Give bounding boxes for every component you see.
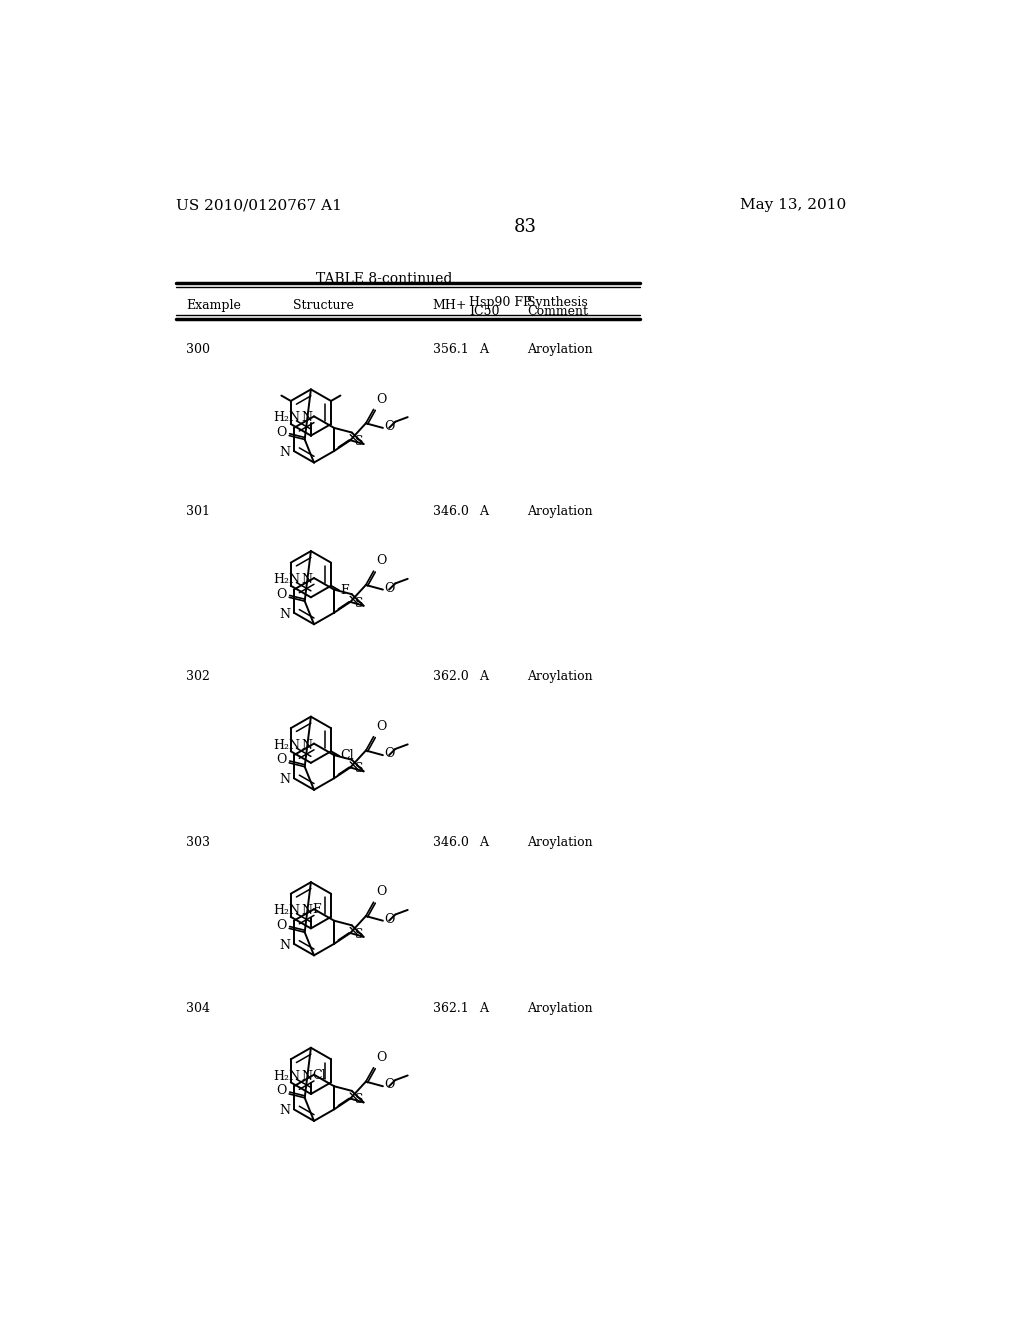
Text: 302: 302 bbox=[186, 671, 210, 684]
Text: IC50: IC50 bbox=[469, 305, 500, 318]
Text: 346.0: 346.0 bbox=[432, 506, 468, 517]
Text: A: A bbox=[479, 836, 488, 849]
Text: Aroylation: Aroylation bbox=[527, 836, 593, 849]
Text: A: A bbox=[479, 506, 488, 517]
Text: S: S bbox=[355, 597, 364, 610]
Text: 83: 83 bbox=[513, 218, 537, 236]
Text: Aroylation: Aroylation bbox=[527, 343, 593, 356]
Text: N: N bbox=[279, 607, 290, 620]
Text: F: F bbox=[312, 903, 322, 916]
Text: N: N bbox=[279, 446, 290, 459]
Text: N: N bbox=[301, 573, 312, 586]
Text: Structure: Structure bbox=[293, 300, 353, 313]
Text: 362.1: 362.1 bbox=[432, 1002, 468, 1015]
Text: O: O bbox=[376, 886, 386, 899]
Text: 301: 301 bbox=[186, 506, 210, 517]
Text: 304: 304 bbox=[186, 1002, 210, 1015]
Text: O: O bbox=[276, 587, 287, 601]
Text: Example: Example bbox=[186, 300, 241, 313]
Text: Aroylation: Aroylation bbox=[527, 671, 593, 684]
Text: Hsp90 FP: Hsp90 FP bbox=[469, 296, 531, 309]
Text: S: S bbox=[355, 434, 364, 447]
Text: O: O bbox=[276, 919, 287, 932]
Text: H₂N: H₂N bbox=[273, 412, 300, 425]
Text: H₂N: H₂N bbox=[273, 1069, 300, 1082]
Text: O: O bbox=[276, 426, 287, 440]
Text: Comment: Comment bbox=[527, 305, 588, 318]
Text: MH+: MH+ bbox=[432, 300, 467, 313]
Text: O: O bbox=[276, 1084, 287, 1097]
Text: O: O bbox=[384, 912, 395, 925]
Text: Cl: Cl bbox=[341, 750, 354, 763]
Text: S: S bbox=[355, 928, 364, 941]
Text: S: S bbox=[355, 1093, 364, 1106]
Text: Cl: Cl bbox=[312, 1069, 326, 1081]
Text: 346.0: 346.0 bbox=[432, 836, 468, 849]
Text: May 13, 2010: May 13, 2010 bbox=[740, 198, 847, 213]
Text: N: N bbox=[301, 739, 312, 751]
Text: A: A bbox=[479, 343, 488, 356]
Text: O: O bbox=[384, 747, 395, 760]
Text: S: S bbox=[355, 762, 364, 775]
Text: N: N bbox=[301, 412, 312, 425]
Text: O: O bbox=[276, 754, 287, 767]
Text: O: O bbox=[376, 1051, 386, 1064]
Text: N: N bbox=[301, 1069, 312, 1082]
Text: N: N bbox=[279, 939, 290, 952]
Text: 356.1: 356.1 bbox=[432, 343, 468, 356]
Text: N: N bbox=[279, 774, 290, 787]
Text: Aroylation: Aroylation bbox=[527, 506, 593, 517]
Text: TABLE 8-continued: TABLE 8-continued bbox=[315, 272, 452, 286]
Text: Synthesis: Synthesis bbox=[527, 296, 588, 309]
Text: H₂N: H₂N bbox=[273, 904, 300, 917]
Text: O: O bbox=[376, 719, 386, 733]
Text: O: O bbox=[384, 1078, 395, 1092]
Text: F: F bbox=[341, 583, 349, 597]
Text: O: O bbox=[384, 582, 395, 594]
Text: H₂N: H₂N bbox=[273, 739, 300, 751]
Text: 303: 303 bbox=[186, 836, 210, 849]
Text: A: A bbox=[479, 1002, 488, 1015]
Text: O: O bbox=[384, 420, 395, 433]
Text: US 2010/0120767 A1: US 2010/0120767 A1 bbox=[176, 198, 342, 213]
Text: 300: 300 bbox=[186, 343, 210, 356]
Text: A: A bbox=[479, 671, 488, 684]
Text: Aroylation: Aroylation bbox=[527, 1002, 593, 1015]
Text: O: O bbox=[376, 392, 386, 405]
Text: O: O bbox=[376, 554, 386, 568]
Text: N: N bbox=[301, 904, 312, 917]
Text: H₂N: H₂N bbox=[273, 573, 300, 586]
Text: N: N bbox=[279, 1105, 290, 1118]
Text: 362.0: 362.0 bbox=[432, 671, 468, 684]
